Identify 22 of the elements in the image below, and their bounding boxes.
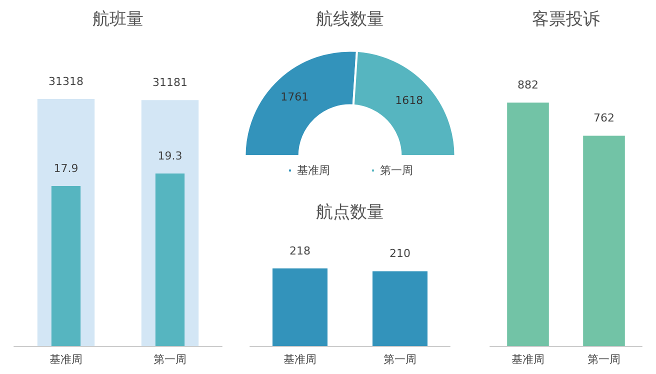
chart-title: 航点数量 bbox=[316, 202, 384, 222]
data-label: 762 bbox=[594, 112, 614, 125]
data-label: 19.3 bbox=[158, 150, 182, 162]
data-label: 31318 bbox=[48, 75, 84, 88]
x-tick-label: 基准周 bbox=[512, 353, 544, 366]
chart-title: 客票投诉 bbox=[532, 10, 600, 30]
data-label: 1761 bbox=[280, 90, 309, 104]
data-label: 1618 bbox=[395, 94, 424, 108]
data-label: 218 bbox=[290, 244, 310, 258]
x-tick-label: 基准周 bbox=[50, 353, 82, 366]
legend-label: 第一周 bbox=[380, 164, 413, 177]
chart-title: 航线数量 bbox=[316, 10, 384, 30]
x-tick-label: 第一周 bbox=[588, 353, 620, 366]
data-label: 31181 bbox=[152, 76, 188, 90]
legend-label: 基准周 bbox=[297, 164, 330, 177]
chart-title: 航班量 bbox=[92, 10, 144, 30]
x-tick-label: 基准周 bbox=[284, 353, 316, 366]
data-label: 882 bbox=[518, 78, 538, 92]
x-tick-label: 第一周 bbox=[154, 353, 186, 366]
x-tick-label: 第一周 bbox=[384, 353, 416, 366]
data-label: 17.9 bbox=[54, 162, 78, 176]
data-label: 210 bbox=[390, 247, 410, 260]
